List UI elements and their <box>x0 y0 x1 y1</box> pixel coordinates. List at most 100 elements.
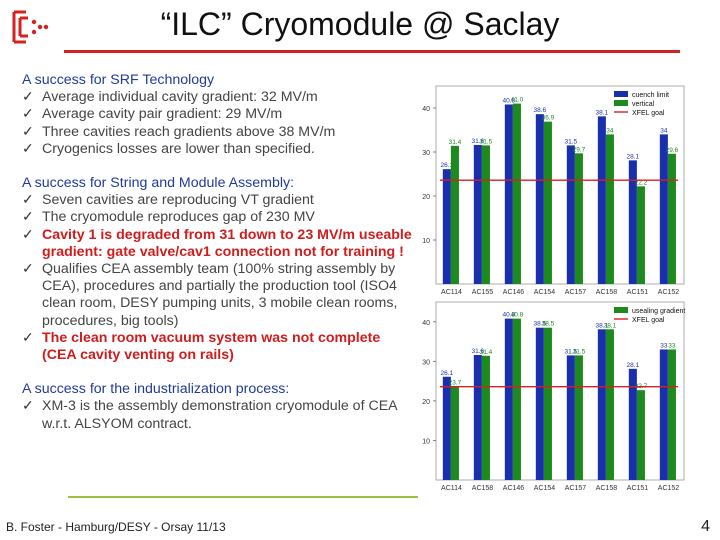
bar-label: 36.9 <box>542 115 555 122</box>
y-tick-label: 40 <box>422 320 430 327</box>
y-tick-label: 10 <box>422 438 430 445</box>
bullet-text: XM-3 is the assembly demonstration cryom… <box>42 398 397 432</box>
bullet-item: ✓ Average cavity pair gradient: 29 MV/m <box>22 106 414 123</box>
bullet-text: The cryomodule reproduces gap of 230 MV <box>42 209 315 226</box>
checkmark-icon: ✓ <box>22 398 34 415</box>
chart-usable-gradient-svg: 10 20 30 40 26.1 31.6 40.8 38.5 31.5 38.1 28.1 33 23… <box>422 301 685 492</box>
bullet-item: ✓ Average individual cavity gradient: 32 … <box>22 89 414 106</box>
bullet-text: Seven cavities are reproducing VT gradie… <box>42 192 314 209</box>
bullet-text: Average cavity pair gradient: 29 MV/m <box>42 106 283 123</box>
checkmark-icon: ✓ <box>22 140 34 157</box>
footer-text: B. Foster - Hamburg/DESY - Orsay 11/13 <box>6 520 226 534</box>
bar-label: 23.7 <box>449 379 462 386</box>
bullet-item: ✓ Seven cavities are reproducing VT gradi… <box>22 192 414 209</box>
bar-label: 31.5 <box>480 138 493 145</box>
bar-label: 38.1 <box>596 109 609 116</box>
bar <box>628 160 637 284</box>
bar <box>574 153 583 284</box>
bar <box>597 116 606 284</box>
bar-label: 31.5 <box>565 348 578 355</box>
chart-quench-limit-svg: 10 20 30 40 26.1 31.6 40.8 38.6 31.5 38.1 28.1 34 31… <box>422 85 685 296</box>
bar-label: 31.5 <box>565 138 578 145</box>
bar <box>566 145 575 284</box>
bullet-item: ✓ XM-3 is the assembly demonstration cryo… <box>22 398 414 432</box>
bar <box>543 121 552 284</box>
section-gap <box>22 158 414 175</box>
legend-swatch <box>614 91 628 97</box>
bullet-text: Cryogenics losses are lower than specifi… <box>42 140 315 157</box>
checkmark-icon: ✓ <box>22 106 34 123</box>
y-tick-label: 20 <box>422 194 430 201</box>
category-label: AC157 <box>565 289 587 296</box>
category-label: AC157 <box>565 485 587 492</box>
category-label: AC146 <box>503 485 525 492</box>
bar <box>512 103 521 284</box>
section-heading: A success for String and Module Assembly… <box>22 175 295 192</box>
bullet-item: ✓ The cryomodule reproduces gap of 230 MV <box>22 209 414 226</box>
bar <box>450 145 459 284</box>
bar-label: 26.1 <box>441 162 454 169</box>
bar-label: 38.5 <box>534 321 547 328</box>
legend-label: XFEL goal <box>632 317 665 324</box>
bar <box>481 145 490 284</box>
bar-label: 38.5 <box>542 321 555 328</box>
bar <box>473 144 482 284</box>
checkmark-icon: ✓ <box>22 261 34 278</box>
legend-swatch <box>614 100 628 106</box>
checkmark-icon: ✓ <box>22 209 34 226</box>
category-label: AC158 <box>596 485 618 492</box>
page-number: 4 <box>701 518 710 535</box>
checkmark-icon: ✓ <box>22 329 34 346</box>
bar-label: 31.6 <box>472 138 485 145</box>
checkmark-icon: ✓ <box>22 123 34 140</box>
legend-label: usealing gradient <box>632 308 685 315</box>
bar <box>543 327 552 480</box>
bar <box>504 318 513 480</box>
legend-label: cuench limit <box>632 92 669 99</box>
bar-label: 33 <box>660 342 668 349</box>
bar <box>566 355 575 480</box>
category-label: AC154 <box>534 485 556 492</box>
bar-label: 28.1 <box>627 153 640 160</box>
bar-label: 31.6 <box>472 348 485 355</box>
bullet-text: Average individual cavity gradient: 32 M… <box>42 89 318 106</box>
bar-label: 28.1 <box>627 362 640 369</box>
category-label: AC154 <box>534 289 556 296</box>
bar <box>512 318 521 480</box>
category-label: AC114 <box>441 485 462 492</box>
category-label: AC158 <box>472 485 494 492</box>
bar <box>659 134 668 284</box>
bar-label: 31.5 <box>573 348 586 355</box>
legend-label: XFEL goal <box>632 110 665 117</box>
bar <box>628 368 637 480</box>
category-label: AC151 <box>627 485 649 492</box>
bullet-item: ✓ The clean room vacuum system was not co… <box>22 330 414 364</box>
bar-label: 40.8 <box>503 312 516 319</box>
y-tick-label: 30 <box>422 359 430 366</box>
bar-label: 31.4 <box>480 349 493 356</box>
category-label: AC158 <box>596 289 618 296</box>
chart-quench-limit: 10 20 30 40 26.1 31.6 40.8 38.6 31.5 38.1 28.1 34 31… <box>414 80 690 300</box>
y-tick-label: 10 <box>422 238 430 245</box>
bullet-item: ✓ Cryogenics losses are lower than specif… <box>22 141 414 158</box>
checkmark-icon: ✓ <box>22 89 34 106</box>
bar <box>636 186 645 284</box>
plot-area <box>435 301 685 481</box>
bullet-item: ✓ Qualifies CEA assembly team (100% strin… <box>22 261 414 330</box>
bar-label: 38.6 <box>534 107 547 114</box>
bar-label: 34 <box>606 127 614 134</box>
category-label: AC152 <box>658 485 680 492</box>
bullet-item: ✓ Cavity 1 is degraded from 31 down to 23… <box>22 227 414 261</box>
bar <box>667 153 676 284</box>
bar <box>597 329 606 480</box>
y-tick-label: 40 <box>422 106 430 113</box>
bar-label: 41.0 <box>511 97 524 104</box>
page-title: “ILC” Cryomodule @ Saclay <box>160 6 560 42</box>
bar <box>481 355 490 480</box>
bar <box>450 386 459 480</box>
y-tick-label: 20 <box>422 399 430 406</box>
category-label: AC151 <box>627 289 649 296</box>
bullet-text: Cavity 1 is degraded from 31 down to 23 … <box>42 226 412 260</box>
bar <box>636 390 645 480</box>
bar <box>659 349 668 480</box>
